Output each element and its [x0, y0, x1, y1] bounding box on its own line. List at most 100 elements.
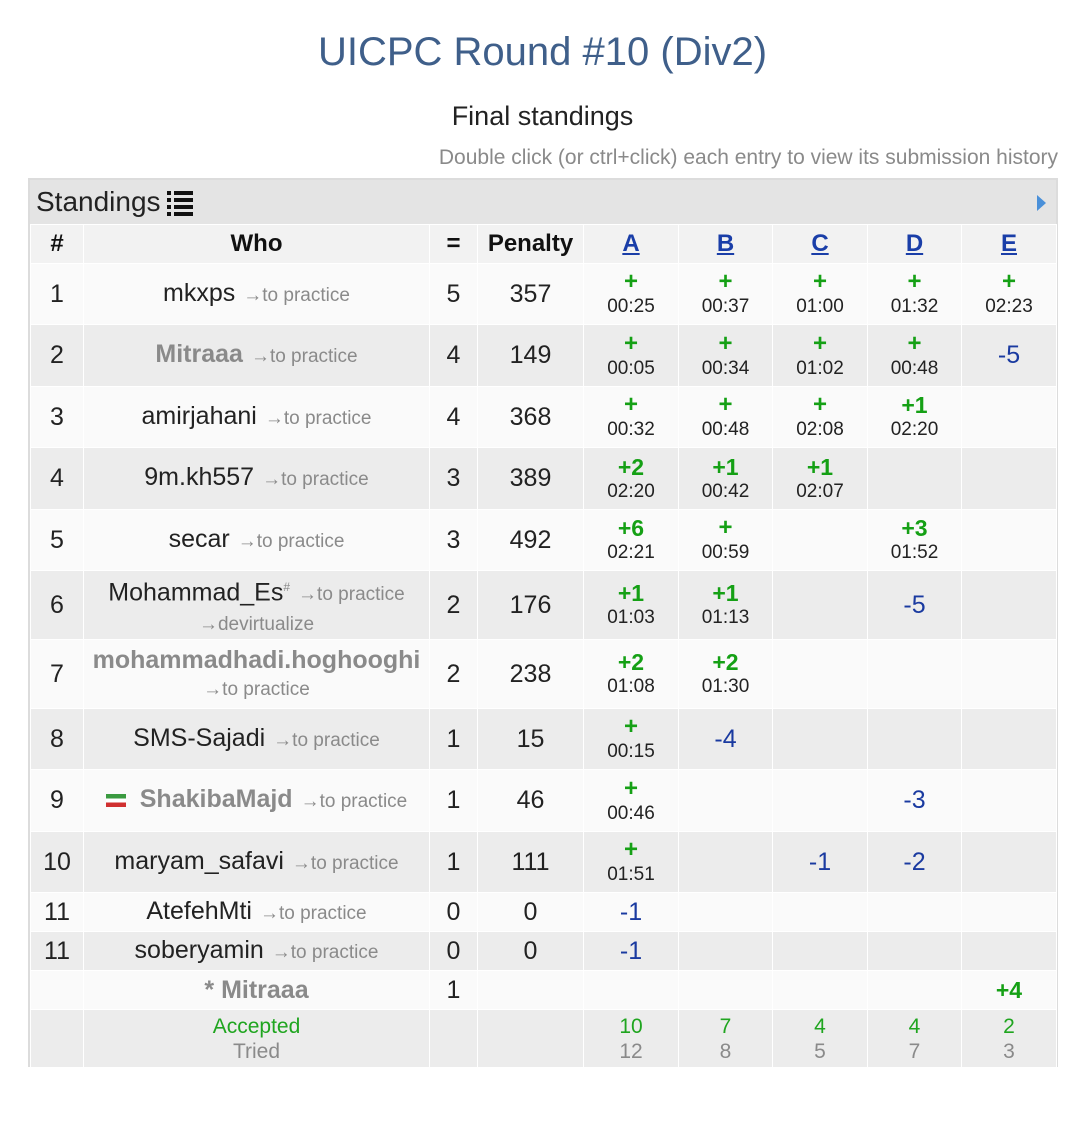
problem-e-link[interactable]: E: [1000, 230, 1017, 257]
to-practice-link[interactable]: →to practice: [250, 346, 358, 367]
to-practice-link[interactable]: →to practice: [298, 584, 405, 606]
problem-cell[interactable]: [867, 639, 962, 710]
table-row[interactable]: 2 Mitraaa →to practice 4 149 +00:05 +00:34 +01:…: [30, 324, 1057, 387]
problem-cell[interactable]: [961, 892, 1057, 933]
table-row[interactable]: 7 mohammadhadi.hoghooghi →to practice 2 238 +…: [30, 639, 1057, 710]
problem-cell[interactable]: +02:08: [772, 386, 868, 448]
problem-cell[interactable]: -1: [772, 831, 868, 894]
problem-cell[interactable]: [961, 708, 1057, 771]
to-practice-link[interactable]: →to practice: [264, 407, 372, 429]
to-practice-link[interactable]: →to practice: [259, 902, 367, 924]
table-row[interactable]: 8 SMS-Sajadi →to practice 1 15 +00:15 -4: [30, 708, 1057, 771]
table-row[interactable]: 5 secar →to practice 3 492 +6 02:21 +00:59 +3 01:…: [30, 509, 1057, 571]
problem-cell[interactable]: [867, 931, 962, 972]
problem-cell[interactable]: -2: [867, 831, 962, 894]
problem-cell[interactable]: +00:25: [583, 263, 679, 325]
table-row[interactable]: 3 amirjahani →to practice 4 368 +00:32 +00:48 +…: [30, 386, 1057, 448]
problem-cell[interactable]: +2 01:30: [678, 639, 773, 710]
participant-name[interactable]: mohammadhadi.hoghooghi: [92, 646, 421, 675]
problem-cell[interactable]: [961, 639, 1057, 710]
problem-cell[interactable]: +01:32: [867, 263, 962, 325]
to-practice-link[interactable]: →to practice: [243, 284, 350, 306]
problem-cell[interactable]: [961, 831, 1057, 894]
problem-cell[interactable]: [867, 892, 962, 933]
problem-cell[interactable]: [772, 892, 868, 933]
virtual-row[interactable]: * Mitraaa 1 +4: [30, 970, 1057, 1011]
problem-cell[interactable]: -1: [583, 892, 679, 933]
table-row[interactable]: 10 maryam_safavi →to practice 1 111 +01:51 -1-…: [30, 831, 1057, 894]
expand-arrow-icon[interactable]: [1037, 195, 1046, 211]
problem-cell[interactable]: [772, 769, 868, 833]
to-practice-link[interactable]: →to practice: [300, 791, 408, 813]
problem-cell[interactable]: [867, 447, 962, 510]
to-practice-link[interactable]: →to practice: [237, 530, 345, 552]
problem-cell[interactable]: [961, 569, 1057, 641]
participant-name[interactable]: maryam_safavi: [114, 846, 284, 875]
problem-cell[interactable]: -5: [961, 324, 1057, 387]
problem-cell[interactable]: [772, 708, 868, 771]
to-practice-link[interactable]: →to practice: [262, 469, 369, 490]
problem-cell[interactable]: +2 01:08: [583, 639, 679, 710]
participant-name[interactable]: soberyamin: [134, 935, 264, 964]
problem-cell[interactable]: -4: [678, 708, 773, 771]
table-row[interactable]: 9 ShakibaMajd →to practice 1 46 +00:46 -3: [30, 769, 1057, 833]
to-practice-link[interactable]: →to practice: [291, 852, 399, 874]
problem-cell[interactable]: +02:23: [961, 263, 1057, 325]
problem-cell[interactable]: +1 02:20: [867, 386, 962, 448]
problem-cell[interactable]: +1 00:42: [678, 447, 773, 510]
participant-name[interactable]: SMS-Sajadi: [133, 723, 266, 752]
participant-name[interactable]: ShakibaMajd: [139, 785, 293, 814]
problem-cell[interactable]: -1: [583, 931, 679, 972]
participant-name[interactable]: secar: [168, 524, 230, 553]
problem-cell[interactable]: +2 02:20: [583, 447, 679, 510]
table-row[interactable]: 4 9m.kh557 →to practice 3 389 +2 02:20 +1 00:42 +…: [30, 447, 1057, 510]
problem-cell[interactable]: [867, 708, 962, 771]
table-row[interactable]: 11 soberyamin →to practice 0 0 -1: [30, 931, 1057, 972]
problem-cell[interactable]: +01:00: [772, 263, 868, 325]
problem-cell[interactable]: [961, 509, 1057, 571]
devirtualize-link[interactable]: →devirtualize: [198, 614, 315, 636]
problem-cell[interactable]: +00:46: [583, 769, 679, 833]
problem-cell[interactable]: [961, 769, 1057, 833]
problem-cell[interactable]: +1 02:07: [772, 447, 868, 510]
table-row[interactable]: 1 mkxps →to practice 5 357 +00:25 +00:37 +01:00…: [30, 263, 1057, 325]
problem-cell[interactable]: +00:48: [678, 386, 773, 448]
problem-cell[interactable]: [678, 769, 773, 833]
participant-name[interactable]: AtefehMti: [146, 896, 252, 925]
problem-d-link[interactable]: D: [905, 230, 924, 257]
standings-panel-header[interactable]: Standings: [30, 180, 1056, 224]
to-practice-link[interactable]: →to practice: [203, 679, 310, 701]
problem-cell[interactable]: [678, 831, 773, 894]
problem-cell[interactable]: [772, 931, 868, 972]
problem-cell[interactable]: -5: [867, 569, 962, 641]
to-practice-link[interactable]: →to practice: [273, 729, 380, 751]
problem-cell[interactable]: +6 02:21: [583, 509, 679, 571]
problem-cell[interactable]: [678, 892, 773, 933]
problem-cell[interactable]: [772, 509, 868, 571]
problem-cell[interactable]: +00:15: [583, 708, 679, 771]
problem-cell[interactable]: +00:34: [678, 324, 773, 387]
problem-cell[interactable]: +01:02: [772, 324, 868, 387]
participant-name[interactable]: 9m.kh557: [144, 463, 255, 491]
problem-cell[interactable]: +01:51: [583, 831, 679, 894]
problem-cell[interactable]: +00:59: [678, 509, 773, 571]
problem-cell[interactable]: +1 01:03: [583, 569, 679, 641]
problem-cell[interactable]: +00:48: [867, 324, 962, 387]
problem-cell[interactable]: +1 01:13: [678, 569, 773, 641]
problem-a-link[interactable]: A: [622, 230, 640, 257]
to-practice-link[interactable]: →to practice: [271, 941, 379, 963]
problem-cell[interactable]: [961, 447, 1057, 510]
problem-cell[interactable]: +00:32: [583, 386, 679, 448]
problem-cell[interactable]: [961, 931, 1057, 972]
participant-name[interactable]: Mitraaa: [155, 340, 243, 368]
problem-cell[interactable]: +3 01:52: [867, 509, 962, 571]
problem-cell[interactable]: [772, 639, 868, 710]
problem-cell[interactable]: +00:37: [678, 263, 773, 325]
table-row[interactable]: 11 AtefehMti →to practice 0 0 -1: [30, 892, 1057, 933]
participant-name[interactable]: Mohammad_Es: [108, 578, 284, 607]
problem-cell[interactable]: [772, 569, 868, 641]
problem-c-link[interactable]: C: [811, 230, 829, 257]
problem-cell[interactable]: [961, 386, 1057, 448]
problem-cell[interactable]: -3: [867, 769, 962, 833]
problem-cell[interactable]: +00:05: [583, 324, 679, 387]
